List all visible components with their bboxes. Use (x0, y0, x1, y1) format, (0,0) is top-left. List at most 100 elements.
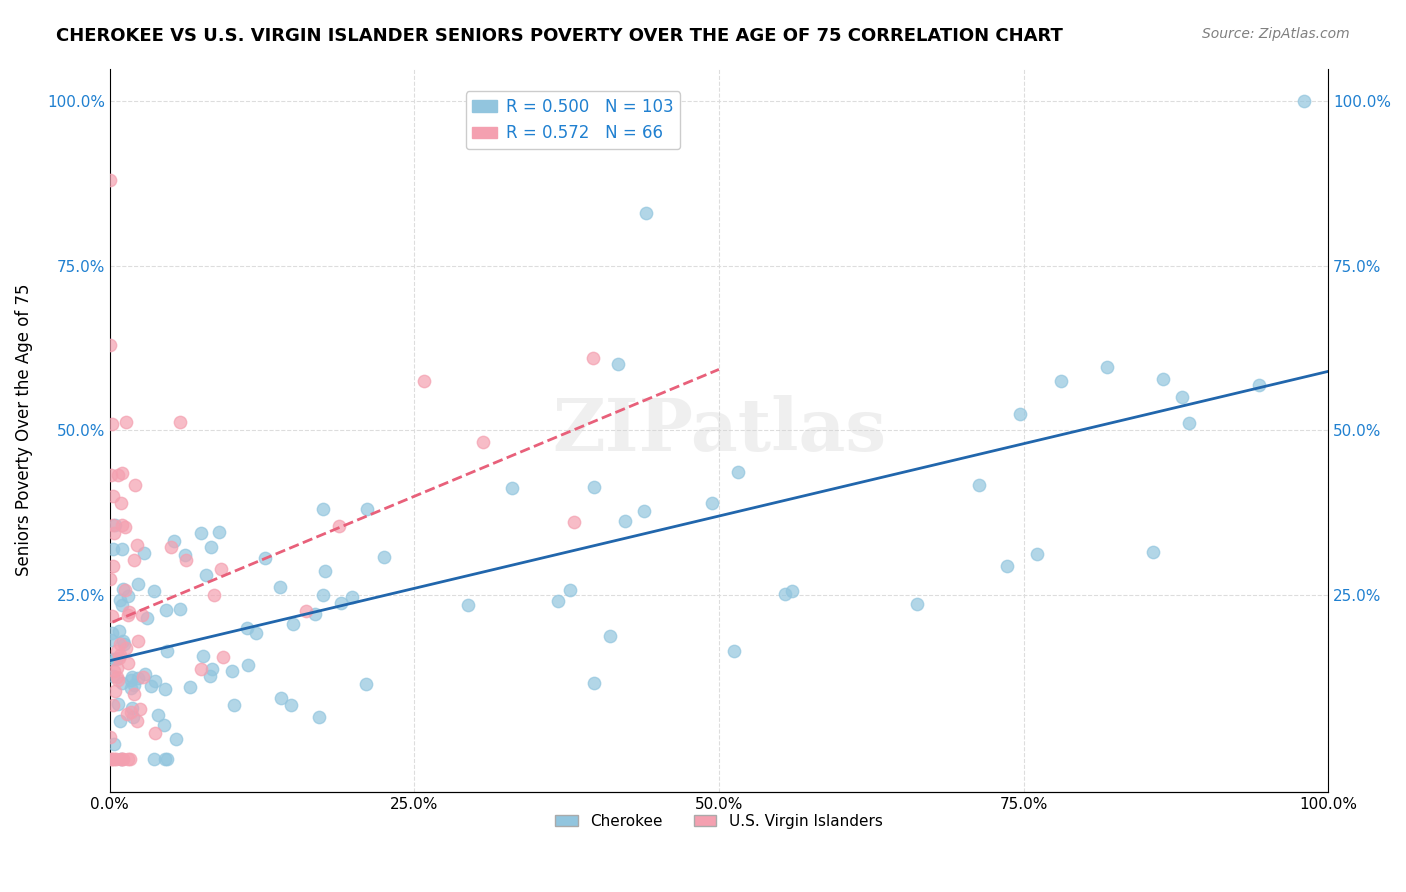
Cherokee (304, 607, 326, 621)
Cherokee (281, 617, 304, 632)
Cherokee (245, 626, 267, 640)
Cherokee (143, 673, 166, 688)
Cherokee (112, 633, 135, 648)
Cherokee (780, 583, 803, 598)
U.S. Virgin Islanders (169, 415, 191, 429)
U.S. Virgin Islanders (101, 417, 124, 431)
Cherokee (905, 597, 928, 611)
Cherokee (1152, 371, 1174, 385)
Cherokee (143, 584, 166, 599)
U.S. Virgin Islanders (107, 673, 129, 688)
U.S. Virgin Islanders (120, 705, 142, 719)
U.S. Virgin Islanders (108, 651, 131, 665)
Cherokee (100, 632, 122, 647)
Cherokee (142, 752, 165, 766)
U.S. Virgin Islanders (209, 562, 232, 576)
U.S. Virgin Islanders (562, 515, 585, 529)
Cherokee (120, 673, 142, 687)
U.S. Virgin Islanders (110, 752, 132, 766)
Cherokee (110, 752, 132, 766)
U.S. Virgin Islanders (328, 518, 350, 533)
Cherokee (122, 678, 145, 692)
Cherokee (207, 524, 229, 539)
Cherokee (111, 598, 134, 612)
Cherokee (606, 357, 628, 371)
Cherokee (117, 590, 139, 604)
U.S. Virgin Islanders (115, 415, 138, 429)
U.S. Virgin Islanders (115, 640, 138, 655)
Cherokee (969, 477, 991, 491)
Cherokee (179, 681, 201, 695)
U.S. Virgin Islanders (128, 702, 150, 716)
U.S. Virgin Islanders (174, 553, 197, 567)
Cherokee (312, 588, 335, 602)
Cherokee (254, 551, 277, 566)
Cherokee (200, 668, 222, 682)
Cherokee (103, 737, 125, 751)
U.S. Virgin Islanders (115, 707, 138, 722)
Cherokee (1050, 374, 1073, 388)
Cherokee (356, 502, 378, 516)
Cherokee (121, 669, 143, 683)
U.S. Virgin Islanders (472, 434, 495, 449)
U.S. Virgin Islanders (159, 540, 181, 554)
Cherokee (1008, 407, 1031, 421)
Cherokee (108, 714, 131, 728)
U.S. Virgin Islanders (103, 489, 125, 503)
Cherokee (127, 576, 149, 591)
Cherokee (141, 679, 163, 693)
Cherokee (155, 681, 177, 696)
U.S. Virgin Islanders (204, 588, 226, 602)
Cherokee (156, 752, 179, 766)
Cherokee (1171, 390, 1194, 404)
Cherokee (221, 664, 243, 678)
U.S. Virgin Islanders (114, 520, 136, 534)
Text: Source: ZipAtlas.com: Source: ZipAtlas.com (1202, 27, 1350, 41)
Cherokee (1249, 378, 1271, 392)
U.S. Virgin Islanders (125, 714, 148, 728)
Cherokee (120, 681, 142, 695)
U.S. Virgin Islanders (105, 752, 128, 766)
Cherokee (108, 592, 131, 607)
U.S. Virgin Islanders (127, 538, 149, 552)
U.S. Virgin Islanders (110, 752, 132, 766)
U.S. Virgin Islanders (105, 644, 128, 658)
U.S. Virgin Islanders (108, 636, 131, 650)
Cherokee (105, 652, 128, 666)
Cherokee (340, 590, 363, 604)
Y-axis label: Seniors Poverty Over the Age of 75: Seniors Poverty Over the Age of 75 (15, 284, 32, 576)
Cherokee (308, 710, 330, 724)
U.S. Virgin Islanders (211, 650, 233, 665)
U.S. Virgin Islanders (111, 466, 134, 480)
Cherokee (280, 698, 302, 712)
Cherokee (773, 587, 796, 601)
Cherokee (121, 710, 143, 724)
U.S. Virgin Islanders (105, 670, 128, 684)
Cherokee (583, 479, 606, 493)
U.S. Virgin Islanders (101, 558, 124, 573)
Cherokee (1026, 547, 1049, 561)
Cherokee (200, 662, 222, 676)
Cherokee (134, 667, 156, 681)
U.S. Virgin Islanders (100, 609, 122, 624)
Cherokee (101, 542, 124, 557)
Cherokee (104, 517, 127, 532)
Cherokee (134, 546, 156, 560)
Legend: Cherokee, U.S. Virgin Islanders: Cherokee, U.S. Virgin Islanders (550, 808, 889, 835)
Cherokee (173, 548, 195, 562)
Cherokee (373, 550, 395, 565)
Cherokee (108, 624, 131, 639)
Cherokee (193, 648, 215, 663)
Cherokee (190, 526, 212, 541)
Cherokee (269, 580, 291, 594)
U.S. Virgin Islanders (98, 337, 121, 351)
U.S. Virgin Islanders (108, 648, 131, 662)
U.S. Virgin Islanders (120, 752, 142, 766)
Cherokee (112, 637, 135, 651)
U.S. Virgin Islanders (117, 608, 139, 623)
Cherokee (165, 731, 187, 746)
U.S. Virgin Islanders (104, 684, 127, 698)
U.S. Virgin Islanders (107, 468, 129, 483)
Cherokee (582, 675, 605, 690)
U.S. Virgin Islanders (114, 582, 136, 597)
